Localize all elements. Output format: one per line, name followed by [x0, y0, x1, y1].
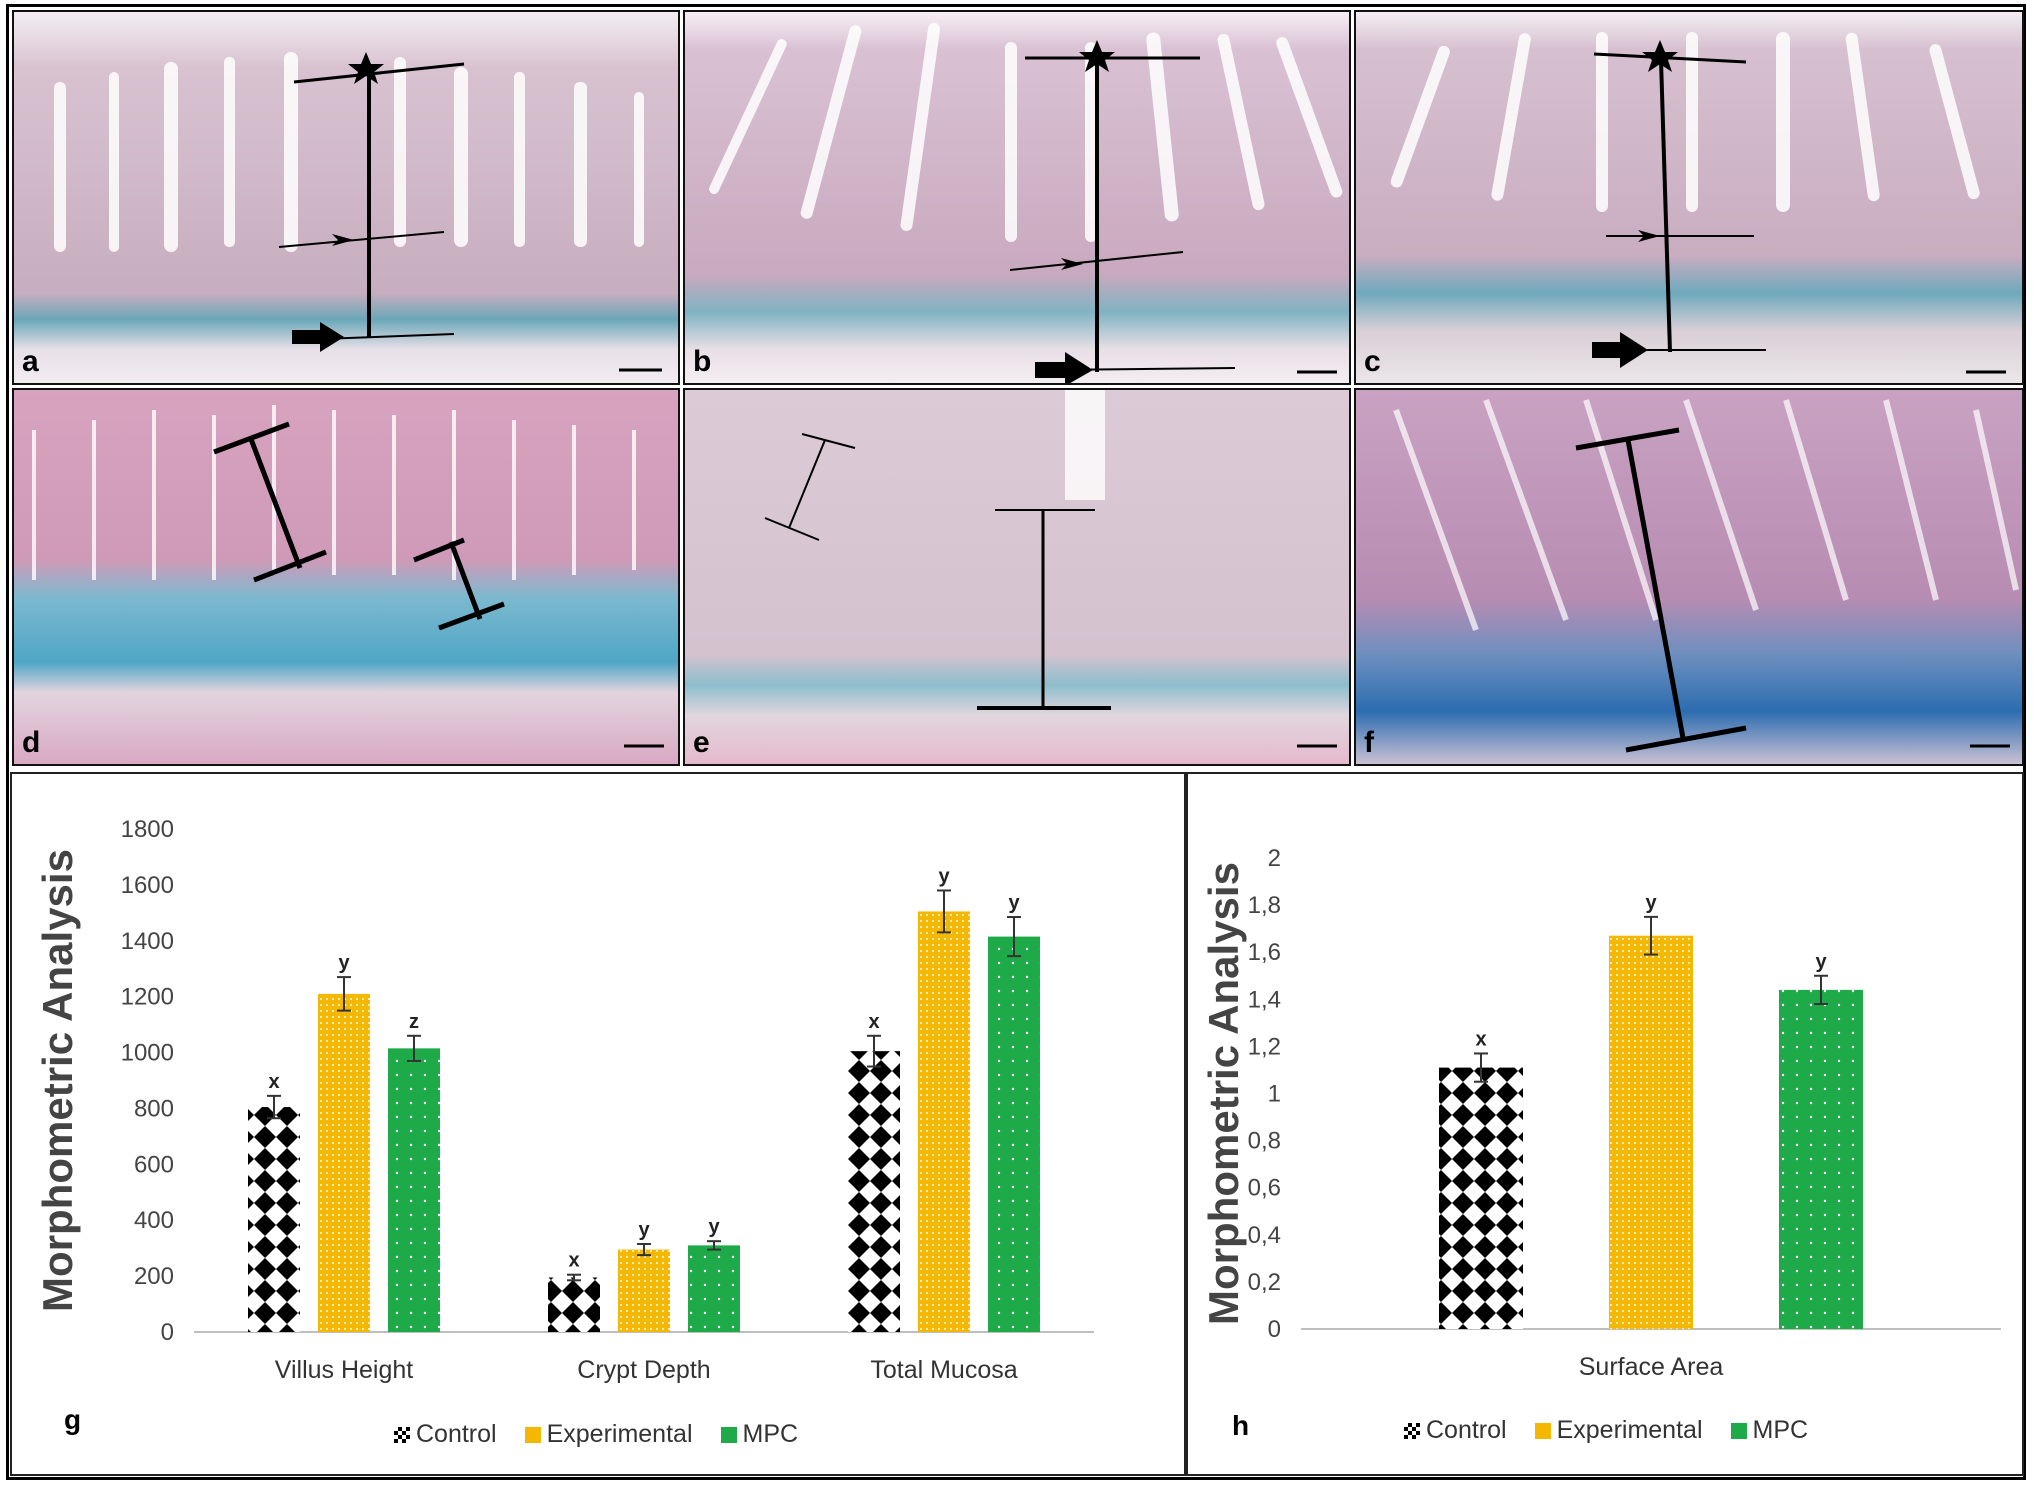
legend-label-mpc: MPC	[1752, 1416, 1809, 1444]
chart-g-legend: Control Experimental MPC	[394, 1420, 798, 1449]
legend-label-mpc: MPC	[742, 1420, 799, 1448]
y-tick-label: 1,8	[1248, 892, 1281, 919]
y-tick-label: 400	[134, 1207, 174, 1234]
histology-image-e	[685, 390, 1349, 764]
significance-label: y	[338, 952, 350, 974]
histology-image-d	[14, 390, 678, 764]
y-tick-label: 800	[134, 1095, 174, 1122]
panel-letter-g: g	[64, 1404, 82, 1435]
bar-control	[248, 1107, 300, 1332]
histology-image-a	[14, 12, 678, 383]
y-tick-label: 0	[161, 1319, 174, 1346]
legend-item-experimental: Experimental	[1534, 1416, 1703, 1445]
legend-swatch-experimental	[524, 1426, 541, 1443]
y-tick-label: 2	[1268, 845, 1281, 872]
x-category-label: Surface Area	[1579, 1353, 1724, 1381]
y-tick-label: 0,8	[1248, 1128, 1281, 1155]
x-category-label: Villus Height	[275, 1356, 414, 1384]
y-tick-label: 1800	[121, 816, 174, 843]
bar-experimental	[918, 911, 970, 1332]
histology-image-b	[685, 12, 1349, 383]
bar-mpc	[988, 936, 1040, 1332]
bar-control	[848, 1051, 900, 1332]
significance-label: x	[868, 1011, 879, 1033]
panel-letter-a: a	[22, 345, 39, 378]
y-tick-label: 1200	[121, 984, 174, 1011]
histology-panel-f: f	[1354, 388, 2024, 766]
y-tick-label: 1	[1268, 1081, 1281, 1108]
bar-mpc	[688, 1245, 740, 1332]
y-tick-label: 1,2	[1248, 1033, 1281, 1060]
y-tick-label: 1,6	[1248, 939, 1281, 966]
legend-swatch-control	[394, 1426, 410, 1443]
histology-panel-d: d	[12, 388, 680, 766]
legend-item-control: Control	[394, 1420, 497, 1449]
significance-label: y	[638, 1219, 650, 1241]
y-tick-label: 0,4	[1248, 1222, 1281, 1249]
histology-panel-a: a	[12, 10, 680, 385]
x-category-label: Crypt Depth	[577, 1356, 710, 1384]
significance-label: x	[568, 1250, 579, 1272]
histology-panel-b: b	[683, 10, 1351, 385]
significance-label: y	[1645, 892, 1657, 914]
bar-experimental	[318, 993, 370, 1332]
panel-letter-e: e	[693, 726, 710, 759]
y-tick-label: 600	[134, 1151, 174, 1178]
legend-item-mpc: MPC	[1730, 1416, 1809, 1445]
histology-panel-e: e	[683, 388, 1351, 766]
legend-label-control: Control	[416, 1420, 497, 1448]
significance-label: y	[708, 1216, 720, 1238]
legend-swatch-experimental	[1534, 1422, 1551, 1439]
histology-image-c	[1356, 12, 2022, 383]
histology-image-f	[1356, 390, 2022, 764]
y-tick-label: 1,4	[1248, 986, 1281, 1013]
legend-label-experimental: Experimental	[546, 1420, 693, 1448]
significance-label: x	[1475, 1028, 1486, 1050]
significance-label: y	[938, 865, 950, 887]
chart-g-panel: 0 200 400 600 800 1000 1200 1400 1600 1800 Morphom…	[10, 772, 1186, 1476]
significance-label: x	[268, 1071, 279, 1093]
chart-h: 0 0,2 0,4 0,6 0,8 1 1,2 1,4 1,6 1,8 2 Morphometric …	[1200, 845, 2001, 1381]
histology-panel-c: c	[1354, 10, 2024, 385]
legend-label-control: Control	[1426, 1416, 1507, 1444]
y-tick-label: 0	[1268, 1316, 1281, 1343]
significance-label: y	[1008, 892, 1020, 914]
y-tick-label: 0,2	[1248, 1269, 1281, 1296]
x-category-label: Total Mucosa	[870, 1356, 1017, 1384]
bar-control	[548, 1277, 600, 1332]
figure-frame	[6, 4, 2026, 1480]
bar-experimental	[1609, 935, 1693, 1329]
legend-swatch-mpc	[720, 1426, 737, 1443]
legend-label-experimental: Experimental	[1556, 1416, 1703, 1444]
panel-letter-f: f	[1364, 726, 1374, 759]
y-tick-label: 1000	[121, 1040, 174, 1067]
y-tick-label: 0,6	[1248, 1175, 1281, 1202]
chart-h-panel: 0 0,2 0,4 0,6 0,8 1 1,2 1,4 1,6 1,8 2 Morphometric …	[1186, 772, 2024, 1476]
legend-item-control: Control	[1404, 1416, 1507, 1445]
y-axis-label: Morphometric Analysis	[1200, 862, 1247, 1325]
significance-label: z	[409, 1011, 419, 1033]
legend-item-experimental: Experimental	[524, 1420, 693, 1449]
y-axis-label: Morphometric Analysis	[34, 849, 81, 1312]
panel-letter-d: d	[22, 726, 41, 759]
bar-experimental	[618, 1249, 670, 1332]
chart-g: 0 200 400 600 800 1000 1200 1400 1600 1800 Morphom…	[34, 816, 1094, 1384]
bar-control	[1439, 1067, 1523, 1329]
significance-label: y	[1815, 951, 1827, 973]
y-tick-label: 200	[134, 1263, 174, 1290]
panel-letter-h: h	[1232, 1410, 1250, 1441]
panel-letter-b: b	[693, 345, 712, 378]
panel-letter-c: c	[1364, 345, 1381, 378]
legend-swatch-control	[1404, 1422, 1420, 1439]
y-tick-label: 1600	[121, 872, 174, 899]
bar-mpc	[388, 1048, 440, 1332]
bar-mpc	[1779, 989, 1863, 1329]
legend-item-mpc: MPC	[720, 1420, 799, 1449]
chart-h-legend: Control Experimental MPC	[1404, 1416, 1808, 1445]
y-tick-label: 1400	[121, 928, 174, 955]
legend-swatch-mpc	[1730, 1422, 1747, 1439]
